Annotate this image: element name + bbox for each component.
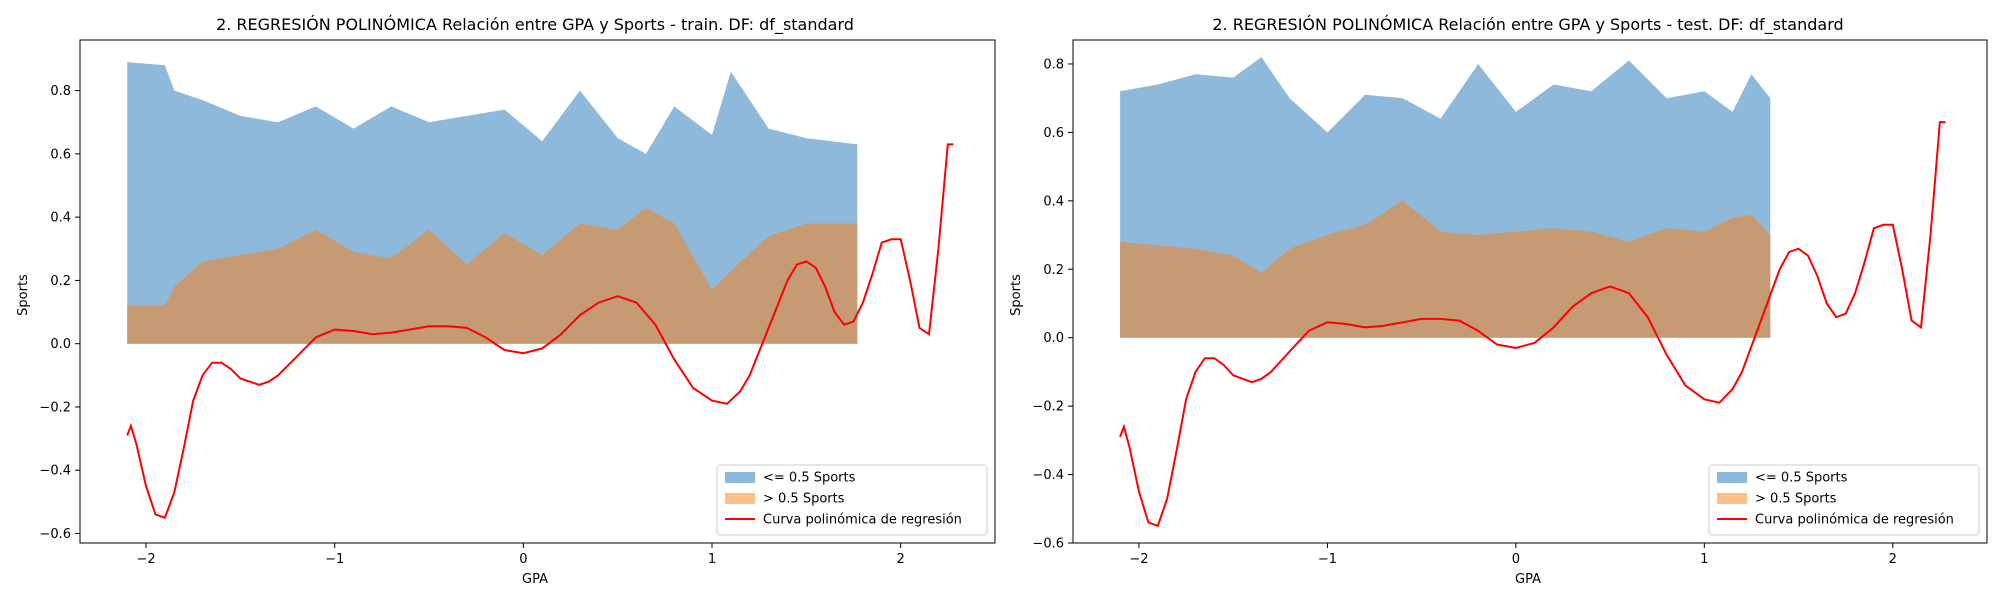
- y-tick-label: 0.6: [50, 147, 71, 162]
- x-axis-label: GPA: [1515, 572, 1541, 587]
- y-tick-label: −0.2: [1032, 400, 1064, 415]
- y-tick-label: 0.0: [1043, 331, 1064, 346]
- legend-label: <= 0.5 Sports: [1755, 471, 1848, 486]
- chart-title: 2. REGRESIÓN POLINÓMICA Relación entre G…: [216, 15, 854, 35]
- y-tick-label: 0.2: [50, 274, 71, 289]
- y-tick-label: −0.2: [39, 400, 71, 415]
- y-tick-label: 0.4: [1043, 194, 1064, 209]
- legend-box: [1708, 464, 1980, 536]
- area-high-sports: [1120, 200, 1771, 338]
- x-tick-label: 0: [519, 552, 527, 567]
- x-axis-label: GPA: [522, 572, 548, 587]
- x-tick-label: −2: [1129, 552, 1148, 567]
- legend-swatch-high: [1717, 493, 1747, 504]
- plot-area: [126, 62, 954, 519]
- y-tick-label: 0.8: [1043, 57, 1064, 72]
- y-tick-label: −0.6: [1032, 537, 1064, 552]
- y-axis-label: Sports: [1009, 274, 1024, 316]
- x-tick-label: 1: [1700, 552, 1708, 567]
- y-tick-label: −0.4: [1032, 468, 1064, 483]
- axes-frame: [1072, 39, 1988, 544]
- x-tick-label: −1: [325, 552, 344, 567]
- chart-panel-test: 2. REGRESIÓN POLINÓMICA Relación entre G…: [1009, 15, 1988, 587]
- y-tick-label: −0.4: [39, 464, 71, 479]
- y-axis-label: Sports: [16, 274, 31, 316]
- legend-swatch-low: [1717, 472, 1747, 483]
- x-tick-label: 1: [708, 552, 716, 567]
- legend: <= 0.5 Sports > 0.5 Sports Curva polinómic…: [1708, 464, 1980, 536]
- y-tick-label: 0.4: [50, 211, 71, 226]
- y-tick-label: 0.8: [50, 84, 71, 99]
- x-tick-label: 2: [897, 552, 905, 567]
- legend-swatch-low: [725, 472, 755, 483]
- y-tick-label: 0.6: [1043, 126, 1064, 141]
- x-tick-label: 2: [1889, 552, 1897, 567]
- y-tick-label: 0.0: [50, 337, 71, 352]
- plot-area: [1119, 57, 1946, 528]
- y-tick-label: 0.2: [1043, 263, 1064, 278]
- axes-frame: [79, 39, 996, 544]
- x-tick-label: −1: [1318, 552, 1337, 567]
- chart-panel-train: 2. REGRESIÓN POLINÓMICA Relación entre G…: [16, 15, 996, 587]
- legend: <= 0.5 Sports > 0.5 Sports Curva polinómic…: [716, 464, 988, 536]
- legend-label: Curva polinómica de regresión: [1755, 513, 1954, 528]
- legend-swatch-high: [725, 493, 755, 504]
- y-tick-label: −0.6: [39, 527, 71, 542]
- regression-curve: [126, 143, 954, 519]
- regression-curve: [1119, 121, 1946, 528]
- area-high-sports: [127, 207, 858, 344]
- legend-label: Curva polinómica de regresión: [763, 513, 962, 528]
- legend-label: > 0.5 Sports: [1755, 492, 1837, 507]
- legend-label: > 0.5 Sports: [763, 492, 845, 507]
- chart-title: 2. REGRESIÓN POLINÓMICA Relación entre G…: [1212, 15, 1843, 35]
- x-tick-label: 0: [1512, 552, 1520, 567]
- legend-box: [716, 464, 988, 536]
- legend-label: <= 0.5 Sports: [763, 471, 856, 486]
- x-tick-label: −2: [136, 552, 155, 567]
